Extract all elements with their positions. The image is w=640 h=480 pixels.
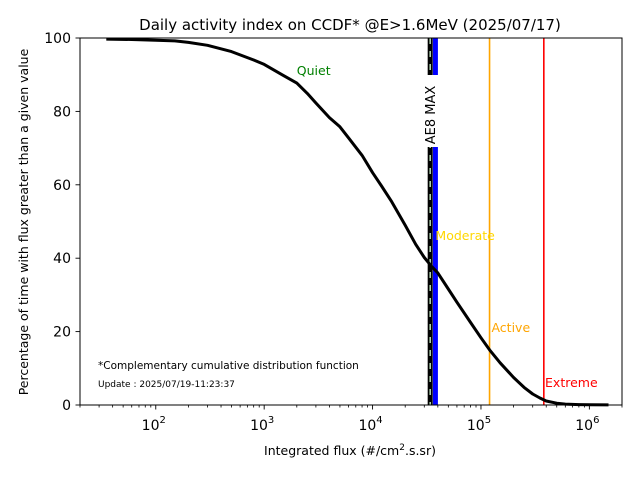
plot-area: AE8 MAX Quiet Moderate Active Extreme: [106, 37, 609, 407]
y-axis: 0 20 40 60 80 100: [44, 31, 80, 414]
y-tick-label: 100: [44, 31, 71, 47]
y-tick-label: 60: [53, 178, 71, 194]
footnote-text: *Complementary cumulative distribution f…: [98, 360, 359, 372]
x-tick-label: 106: [575, 415, 599, 434]
x-axis-label: Integrated flux (#/cm2.s.sr): [264, 443, 436, 458]
ccdf-curve: [106, 37, 609, 407]
plot-frame: [79, 37, 623, 406]
y-tick-label: 80: [53, 104, 71, 120]
zone-label-extreme: Extreme: [545, 375, 598, 390]
y-tick-label: 0: [62, 398, 71, 414]
x-tick-label: 105: [467, 415, 491, 434]
zone-label-moderate: Moderate: [435, 228, 495, 243]
ae8-label-bg: [422, 75, 439, 147]
zone-label-quiet: Quiet: [297, 63, 331, 78]
x-tick-label: 103: [250, 415, 274, 434]
x-tick-label: 102: [142, 415, 166, 434]
y-tick-label: 40: [53, 251, 71, 267]
chart-title: Daily activity index on CCDF* @E>1.6MeV …: [139, 16, 561, 34]
zone-label-active: Active: [491, 320, 530, 335]
update-timestamp: Update : 2025/07/19-11:23:37: [98, 380, 235, 390]
y-axis-label: Percentage of time with flux greater tha…: [16, 48, 31, 395]
x-tick-label: 104: [358, 415, 382, 434]
x-axis: 102 103 104 105 106: [79, 405, 623, 434]
ae8-max-label: AE8 MAX: [424, 86, 439, 145]
y-tick-label: 20: [53, 325, 71, 341]
